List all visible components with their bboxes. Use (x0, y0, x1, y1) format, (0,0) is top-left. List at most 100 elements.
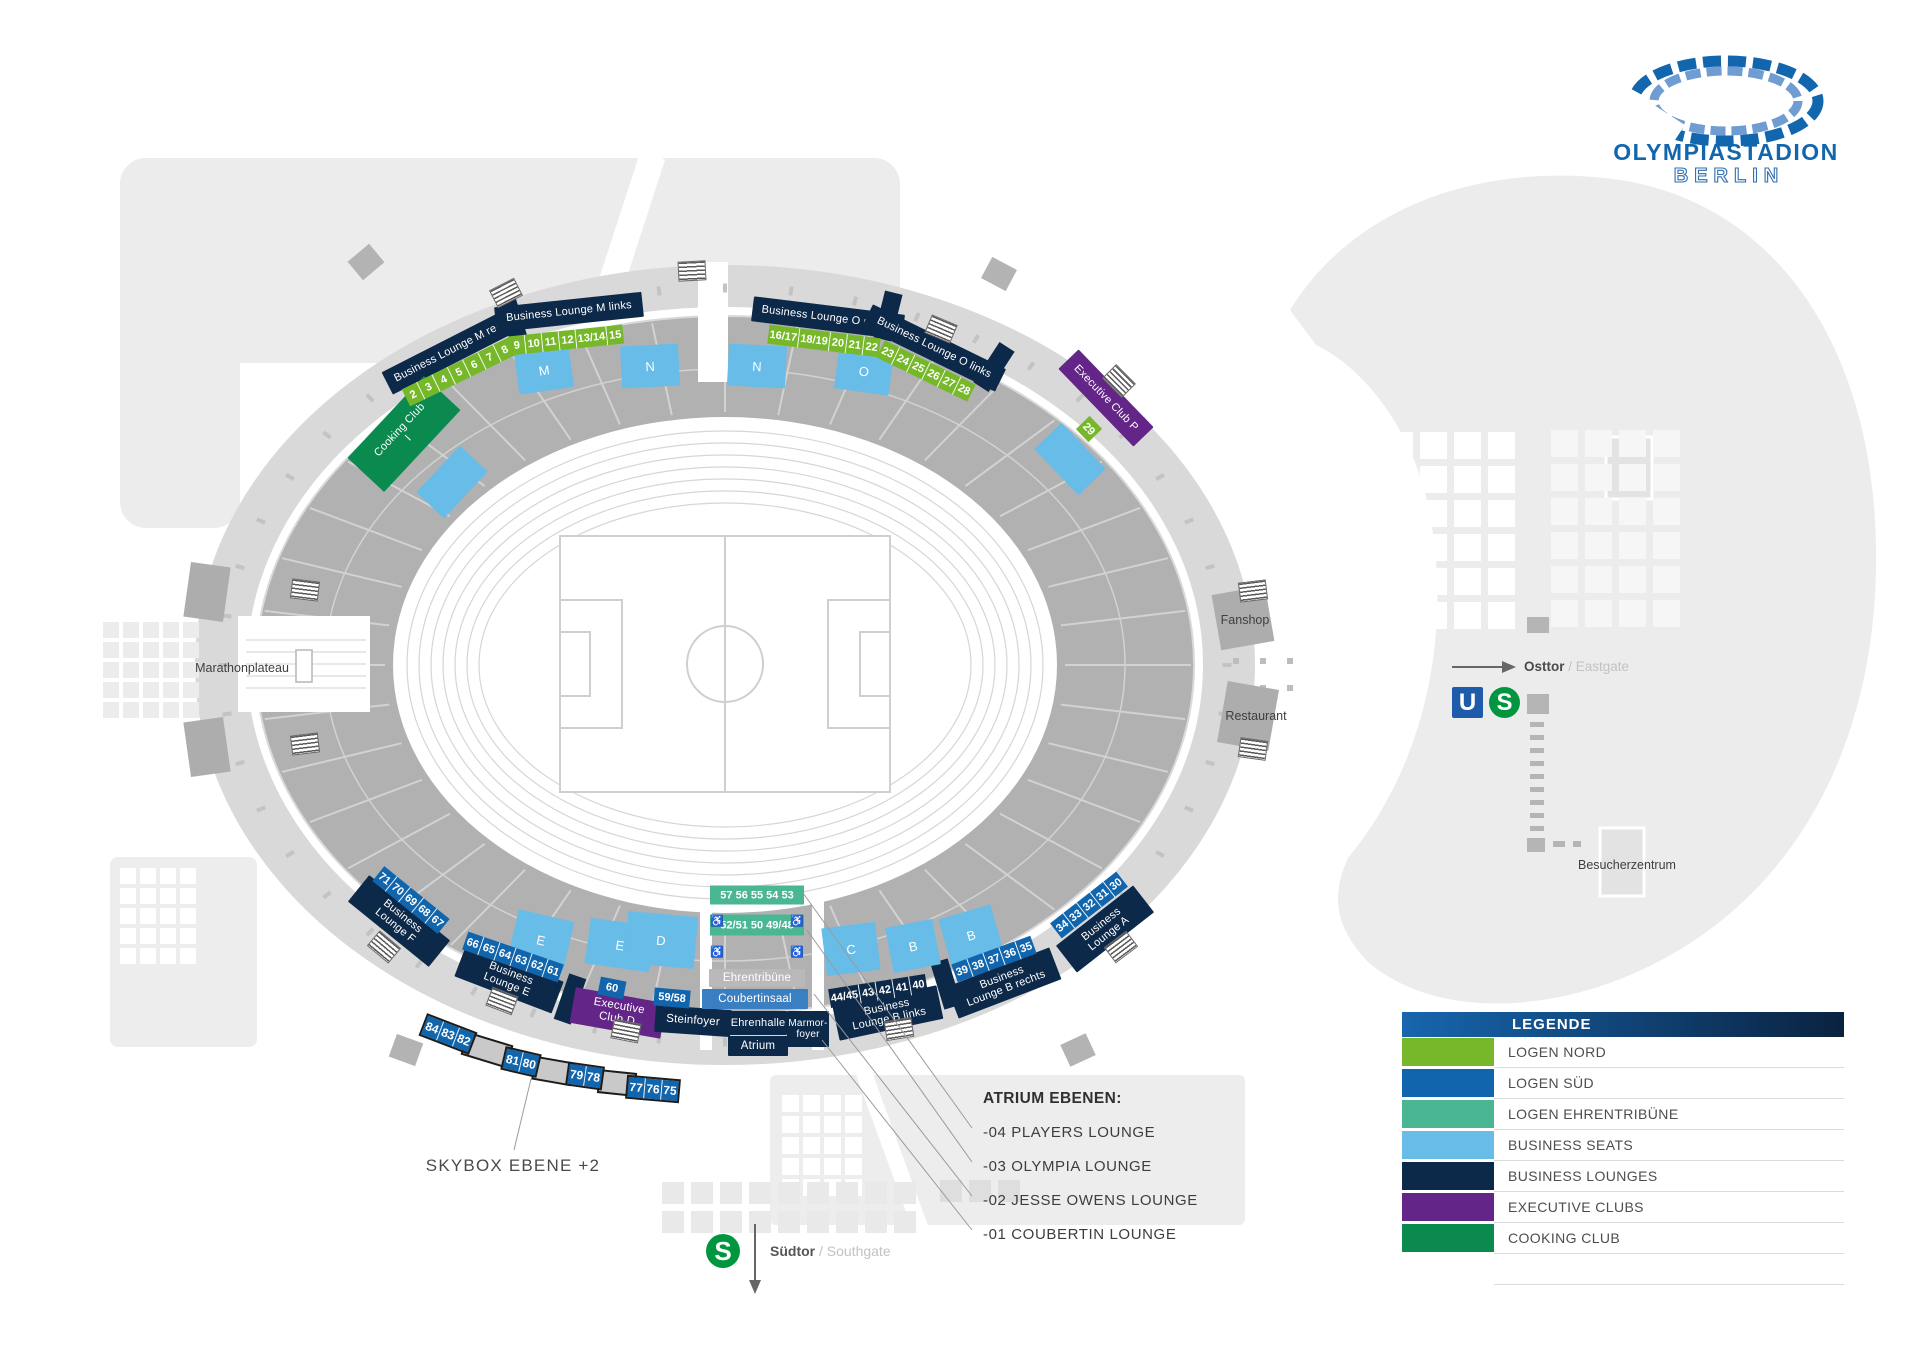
promenade-tick (851, 295, 859, 306)
fanshop-label: Fanshop (1220, 613, 1270, 627)
ground-grid-cell (691, 1211, 713, 1233)
ground-grid-cell (1653, 498, 1680, 525)
section-number[interactable]: 40 (909, 973, 928, 996)
ground-grid-cell (1585, 430, 1612, 457)
row-logen-nord-29[interactable]: 29 (1075, 415, 1103, 443)
ground-grid-cell (691, 1182, 713, 1204)
seat-block-label: B (907, 937, 919, 955)
seats-b1[interactable]: B (885, 918, 941, 974)
section-number[interactable]: 10 (524, 333, 544, 354)
section-number[interactable]: 76 (644, 1078, 663, 1100)
ground-grid-cell (1653, 532, 1680, 559)
ground-grid-cell (803, 1137, 820, 1154)
band-atrium[interactable]: Atrium (728, 1036, 788, 1056)
section-number[interactable]: 52/51 50 49/48 (710, 914, 804, 936)
stairs-icon (1237, 737, 1269, 761)
osttor-walkway-dash (1530, 800, 1544, 805)
band-ehrenhalle[interactable]: Ehrenhalle (729, 1011, 787, 1035)
ground-grid-cell (120, 868, 136, 884)
ground-grid-cell (1653, 566, 1680, 593)
atrium-level-item: -01 COUBERTIN LOUNGE (983, 1226, 1177, 1243)
section-number[interactable]: 16/17 (767, 324, 801, 348)
football-pitch (559, 535, 891, 793)
promenade-building (183, 716, 231, 778)
sbahn-icon-suedtor: S (706, 1234, 740, 1268)
ground-grid-cell (183, 622, 199, 638)
seat-block-label: D (655, 932, 667, 948)
atrium-level-item: -04 PLAYERS LOUNGE (983, 1124, 1156, 1141)
ground-grid-cell (120, 948, 136, 964)
section-number[interactable]: 11 (541, 331, 561, 352)
ground-grid-cell (1420, 432, 1447, 459)
ground-grid-cell (1386, 568, 1413, 595)
ground-grid-cell (1318, 432, 1345, 459)
section-number[interactable]: 9 (507, 334, 527, 356)
seats-c[interactable]: C (821, 921, 881, 977)
row-skybox-84-82[interactable]: 84 83 82 (418, 1012, 478, 1056)
section-number[interactable]: 29 (1075, 415, 1103, 443)
legend: LEGENDE LOGEN NORD LOGEN SÜD LOGEN EHRENTR… (1402, 1012, 1844, 1285)
restaurant-label: Restaurant (1225, 709, 1287, 723)
section-number[interactable]: 59/58 (653, 987, 691, 1009)
ground-grid-cell (807, 1211, 829, 1233)
ground-grid-cell (163, 622, 179, 638)
row-skybox-79-78[interactable]: 79 78 (565, 1061, 605, 1091)
seats-d[interactable]: D (623, 911, 699, 969)
promenade-dot (1287, 658, 1293, 664)
row-logen-sued-5958[interactable]: 59/58 (653, 987, 691, 1009)
seats-n1[interactable]: N (619, 343, 681, 389)
ground-grid-cell (824, 1095, 841, 1112)
section-number[interactable]: 12 (558, 329, 578, 351)
ground-grid-cell (1619, 532, 1646, 559)
ground-grid-cell (1454, 534, 1481, 561)
section-number[interactable]: 57 56 55 54 53 (710, 885, 804, 905)
ground-grid-cell (1454, 602, 1481, 629)
section-number[interactable]: 78 (584, 1066, 603, 1089)
section-number[interactable]: 75 (661, 1079, 679, 1102)
wheelchair-icon: ♿ (790, 915, 804, 928)
section-number[interactable]: 13/14 (575, 326, 609, 349)
legend-item-business-seats: BUSINESS SEATS (1402, 1130, 1844, 1161)
suedtor-label: Südtor / Southgate (770, 1243, 891, 1259)
ground-grid-cell (140, 948, 156, 964)
row-ehrentribuene-upper[interactable]: 57 56 55 54 53 (710, 885, 804, 905)
band-executive-club-p[interactable]: Executive Club P (1058, 349, 1154, 447)
promenade-tick (529, 1008, 537, 1019)
row-ehrentribuene-lower[interactable]: 52/51 50 49/48 (710, 914, 804, 936)
background-crescent (1290, 175, 1877, 1004)
seats-n2[interactable]: N (726, 343, 788, 389)
ground-grid-cell (1619, 600, 1646, 627)
wheelchair-icon: ♿ (710, 946, 724, 959)
section-number[interactable]: 18/19 (798, 328, 832, 352)
skybox-connector (531, 1055, 575, 1087)
marathonplateau-label: Marathonplateau (195, 661, 289, 675)
ground-grid-cell (940, 1180, 962, 1202)
seat-block-label: B (964, 926, 978, 944)
ground-grid-cell (180, 948, 196, 964)
row-skybox-81-80[interactable]: 81 80 (500, 1045, 542, 1079)
ground-grid-cell (120, 928, 136, 944)
seats-cooking[interactable] (416, 445, 488, 519)
ground-grid-cell (160, 928, 176, 944)
section-number[interactable]: 77 (627, 1076, 646, 1099)
band-label: Atrium (740, 1039, 776, 1052)
ground-grid-cell (969, 1180, 991, 1202)
band-ehrentribuene[interactable]: Ehrentribüne (709, 969, 805, 987)
row-skybox-77-75[interactable]: 77 76 75 (625, 1074, 681, 1104)
section-number[interactable]: 15 (606, 324, 625, 346)
osttor-walkway-dash (1530, 761, 1544, 766)
stairs-icon (289, 732, 321, 756)
ground-grid-cell (998, 1180, 1020, 1202)
ground-grid-cell (180, 868, 196, 884)
ground-grid-cell (123, 702, 139, 718)
band-marmorfoyer[interactable]: Marmor-foyer (787, 1011, 829, 1047)
band-coubertinsaal[interactable]: Coubertinsaal (702, 989, 808, 1009)
band-steinfoyer[interactable]: Steinfoyer (654, 1004, 732, 1038)
band-label: Ehrenhalle (730, 1016, 786, 1029)
ground-grid-cell (1488, 432, 1515, 459)
band-label: Ehrentribüne (722, 971, 792, 984)
osttor-walkway-dash (1530, 813, 1544, 818)
ground-grid-cell (1551, 498, 1578, 525)
ground-grid-cell (1318, 602, 1345, 629)
